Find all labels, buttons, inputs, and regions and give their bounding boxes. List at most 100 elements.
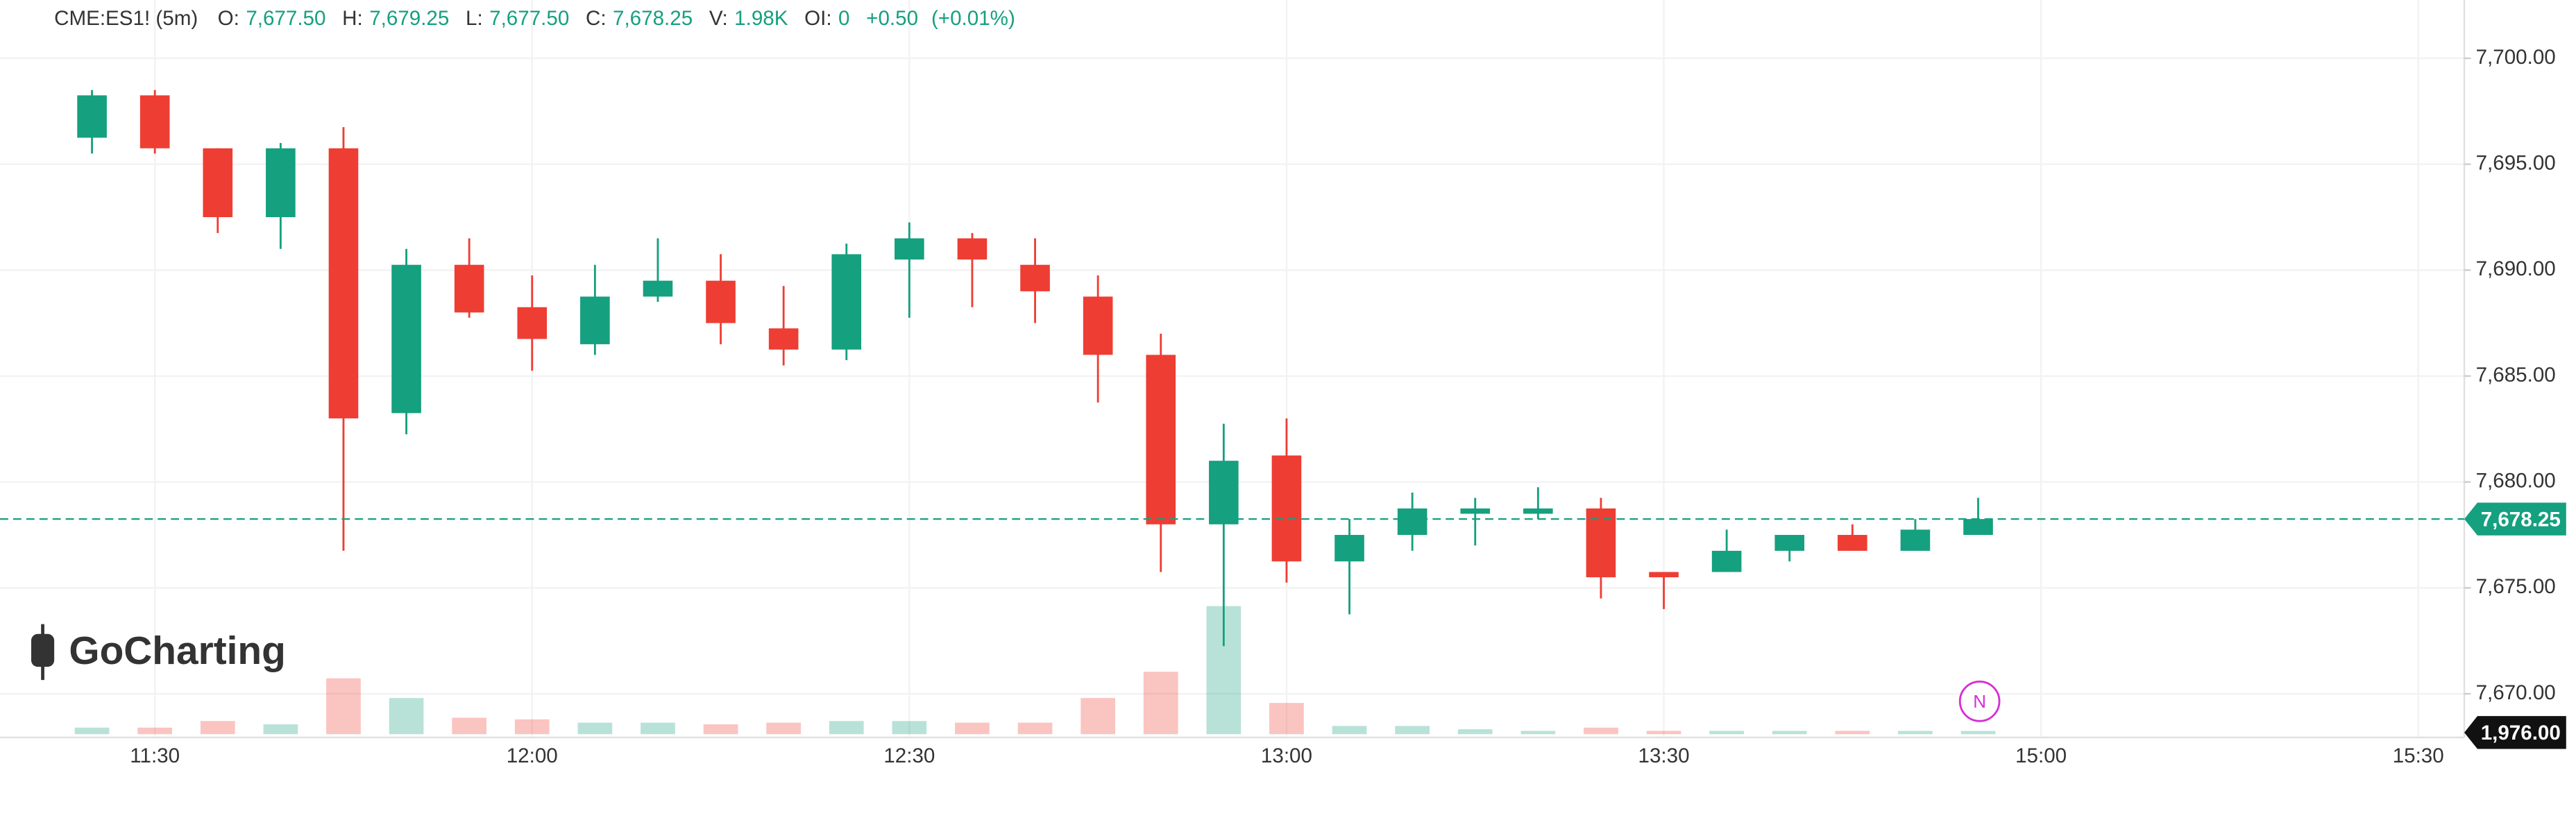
candle-body xyxy=(1900,529,1931,551)
x-tick-label: 11:30 xyxy=(130,744,180,767)
y-tick-label: 7,680.00 xyxy=(2476,470,2556,493)
header-text: +0.50 xyxy=(866,7,918,30)
candle-body xyxy=(266,148,296,217)
header-text: 7,679.25 xyxy=(369,7,449,30)
candle-body xyxy=(77,95,107,138)
volume-bar xyxy=(74,727,110,735)
header-text: CME:ES1! (5m) xyxy=(54,7,198,30)
candle-body xyxy=(139,95,170,148)
axes: 7,670.00 7,675.00 7,680.00 7,685.00 7,690.00… xyxy=(0,46,2566,767)
volume-bar xyxy=(766,722,802,735)
volume-bar xyxy=(577,722,613,735)
volume-bar xyxy=(1898,731,1933,735)
volume-bar xyxy=(1646,731,1681,735)
volume-pane xyxy=(74,606,1996,735)
volume-bar xyxy=(1709,731,1744,735)
candle-body xyxy=(1649,572,1679,578)
x-tick-label: 12:30 xyxy=(883,744,935,767)
x-tick-label: 13:00 xyxy=(1261,744,1312,767)
volume-bar xyxy=(1081,698,1116,735)
y-tick-label: 7,695.00 xyxy=(2476,151,2556,174)
volume-bar xyxy=(892,721,927,735)
logo-icon xyxy=(31,633,55,667)
y-tick-label: 7,700.00 xyxy=(2476,46,2556,69)
logo-text: GoCharting xyxy=(69,629,285,673)
volume-bar xyxy=(955,722,990,735)
volume-bar xyxy=(1332,726,1367,735)
header-text: V: xyxy=(709,7,728,30)
volume-bar xyxy=(326,678,361,735)
candle-body xyxy=(1963,519,1993,536)
candle-body xyxy=(580,296,610,345)
volume-bar xyxy=(1457,729,1493,735)
header-text: L: xyxy=(466,7,483,30)
y-tick-label: 7,690.00 xyxy=(2476,257,2556,280)
header-text: H: xyxy=(342,7,363,30)
volume-bar xyxy=(703,724,738,735)
marker-label[interactable]: N xyxy=(1973,691,1986,712)
volume-bar xyxy=(137,727,173,735)
header-text: 7,677.50 xyxy=(246,7,325,30)
volume-tag xyxy=(2464,716,2566,749)
header-text: 0 xyxy=(838,7,849,30)
candle-body xyxy=(643,280,673,297)
volume-bar xyxy=(263,724,298,735)
volume-bar xyxy=(829,721,864,735)
candle-body xyxy=(1711,550,1742,572)
legend-header: CME:ES1! (5m) O: 7,677.50 H: 7,679.25 L: 7,677… xyxy=(54,7,1015,30)
header-text: (+0.01%) xyxy=(931,7,1015,30)
candle-body xyxy=(1020,264,1050,291)
header-text: OI: xyxy=(804,7,831,30)
volume-bar xyxy=(1960,731,1996,735)
candle-body xyxy=(768,328,799,350)
y-tick-label: 7,670.00 xyxy=(2476,681,2556,704)
candle-body xyxy=(1586,508,1616,578)
volume-bar xyxy=(1017,722,1053,735)
price-pane xyxy=(77,89,1993,647)
candle-body xyxy=(1083,296,1113,355)
header-text: C: xyxy=(586,7,607,30)
candle-body xyxy=(391,264,421,413)
candle-body xyxy=(454,264,484,313)
volume-bar xyxy=(1520,731,1556,735)
volume-bar xyxy=(1835,731,1870,735)
volume-bar xyxy=(1772,731,1807,735)
x-tick-label: 12:00 xyxy=(507,744,558,767)
volume-label: 1,976.00 xyxy=(2481,722,2561,744)
candle-body xyxy=(1838,535,1867,551)
candle-body xyxy=(1774,535,1805,551)
volume-bar xyxy=(1395,726,1430,735)
candle-body xyxy=(957,238,988,260)
header-text: O: xyxy=(218,7,239,30)
volume-bar xyxy=(1143,672,1178,735)
volume-bar xyxy=(1584,727,1618,735)
logo: GoCharting xyxy=(31,624,286,681)
volume-bar xyxy=(452,717,487,735)
candle-body xyxy=(203,148,233,217)
volume-bar xyxy=(200,721,235,735)
candle-body xyxy=(1271,455,1302,562)
y-tick-label: 7,675.00 xyxy=(2476,575,2556,598)
last-price-tag xyxy=(2464,502,2566,536)
candle-body xyxy=(831,254,862,350)
event-marker[interactable]: N xyxy=(1958,681,2001,722)
header-text: 7,677.50 xyxy=(489,7,569,30)
candle-body xyxy=(895,238,924,260)
candle-body xyxy=(1209,461,1239,524)
x-tick-label: 15:30 xyxy=(2393,744,2444,767)
candle-body xyxy=(1334,535,1364,562)
candle-body xyxy=(1523,508,1553,514)
y-tick-label: 7,685.00 xyxy=(2476,364,2556,386)
volume-bar xyxy=(641,722,675,735)
candle-body xyxy=(1397,508,1427,536)
x-tick-label: 15:00 xyxy=(2015,744,2067,767)
marker-circle[interactable] xyxy=(1958,681,2001,722)
header-text: 7,678.25 xyxy=(613,7,693,30)
candle-body xyxy=(328,148,359,419)
header-text: 1.98K xyxy=(734,7,788,30)
x-tick-label: 13:30 xyxy=(1638,744,1690,767)
candle-body xyxy=(1460,508,1491,514)
